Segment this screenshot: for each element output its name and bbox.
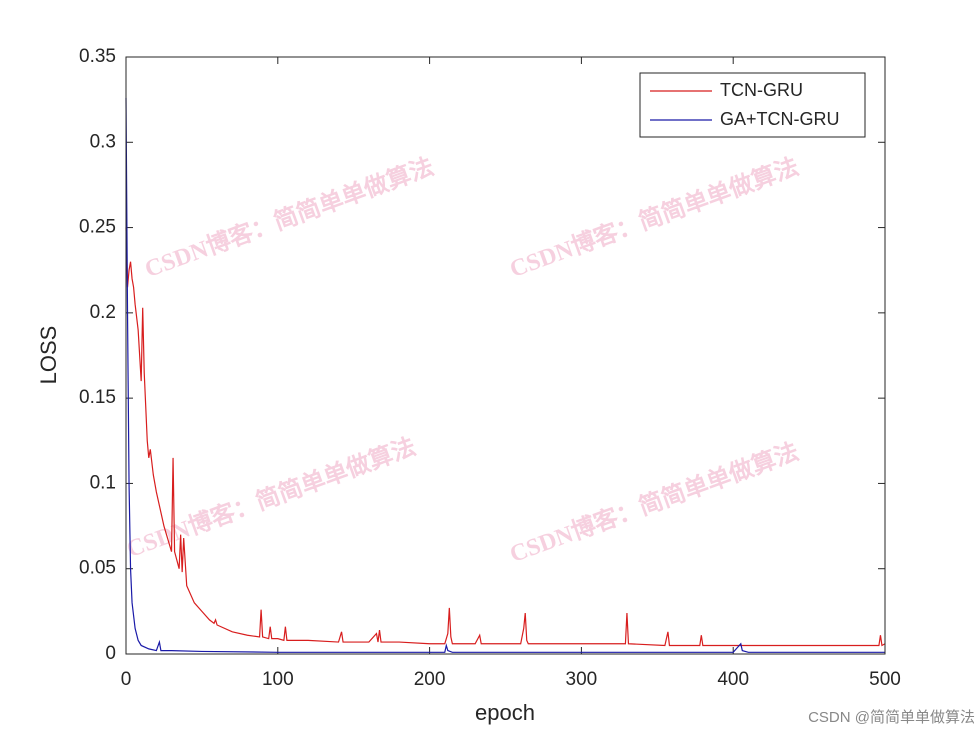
line-series [125, 227, 886, 647]
y-tick-label: 0.2 [90, 302, 116, 323]
y-tick-label: 0.15 [79, 387, 116, 408]
y-tick-label: 0.25 [79, 217, 116, 238]
y-axis-label: LOSS [36, 326, 61, 385]
x-axis-label: epoch [475, 700, 535, 725]
axes-box [125, 56, 886, 655]
y-tick-label: 0.3 [90, 131, 116, 152]
y-tick-label: 0.05 [79, 558, 116, 579]
legend-label: TCN-GRU [720, 80, 803, 100]
x-tick-label: 200 [414, 669, 446, 690]
y-tick-label: 0.35 [79, 46, 116, 67]
x-tick-label: 400 [717, 669, 749, 690]
y-tick-label: 0.1 [90, 472, 116, 493]
y-tick-label: 0 [105, 643, 116, 664]
footer: CSDN @简简单单做算法 [808, 708, 975, 726]
legend-label: GA+TCN-GRU [720, 109, 840, 129]
x-tick-label: 100 [262, 669, 294, 690]
plot-area [126, 57, 885, 654]
line-series [125, 97, 885, 653]
x-tick-label: 500 [869, 669, 901, 690]
legend-box [639, 72, 866, 138]
x-tick-label: 300 [566, 669, 598, 690]
x-tick-label: 0 [121, 669, 132, 690]
